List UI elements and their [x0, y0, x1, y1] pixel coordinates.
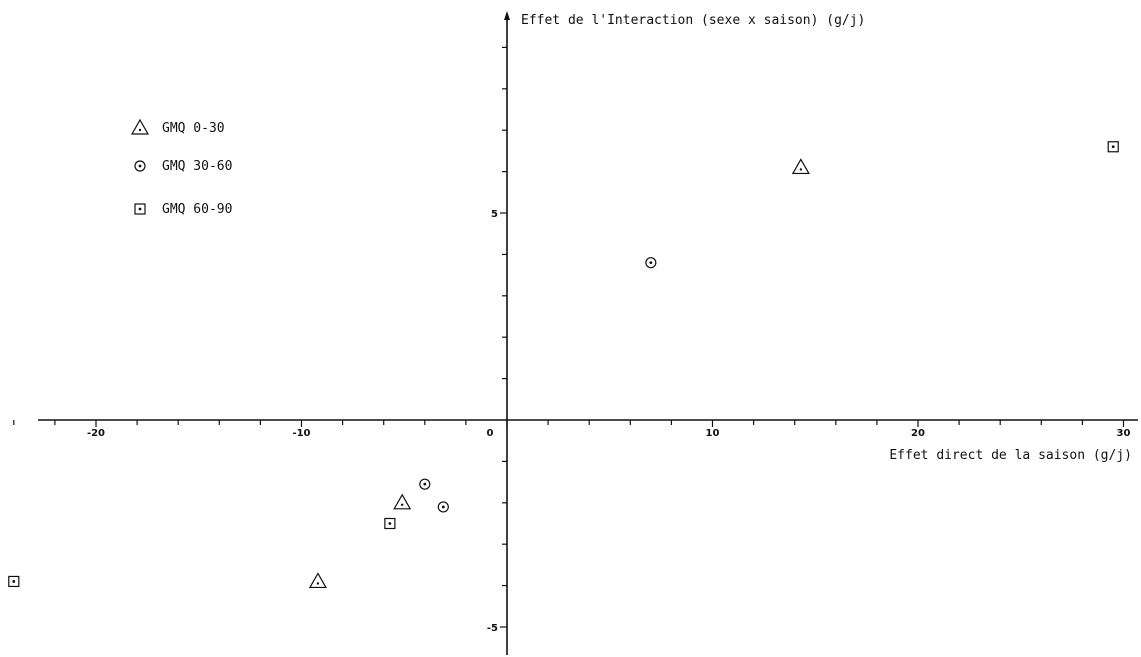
y-axis-title: Effet de l'Interaction (sexe x saison) (…: [521, 13, 865, 28]
ticks: [13, 46, 1125, 628]
x-tick-label: 30: [1117, 428, 1131, 439]
marker-center-dot: [400, 503, 404, 506]
data-point: [791, 158, 810, 175]
x-tick-label: 0: [487, 428, 494, 439]
data-points: [8, 141, 1119, 589]
x-tick-label: 20: [911, 428, 925, 439]
marker-center-dot: [388, 522, 392, 525]
data-point: [419, 478, 431, 490]
triangle-marker: [308, 572, 327, 589]
triangle-marker: [393, 493, 412, 510]
marker-center-dot: [423, 482, 427, 486]
marker-center-dot: [441, 505, 445, 509]
marker-center-dot: [1111, 145, 1115, 149]
legend-item: GMQ 30-60: [134, 159, 232, 174]
data-point: [393, 493, 412, 510]
marker-center-dot: [138, 128, 142, 132]
circle-marker: [419, 478, 431, 490]
data-point: [1107, 141, 1119, 153]
legend-label: GMQ 0-30: [162, 121, 225, 136]
x-tick-label: 10: [706, 428, 720, 439]
legend: GMQ 0-30 GMQ 30-60 GMQ 60-90: [130, 118, 232, 217]
square-marker: [8, 575, 20, 588]
square-marker: [1107, 141, 1119, 153]
data-point: [308, 572, 327, 589]
circle-marker: [437, 501, 449, 513]
tick-labels: -20 -10 0 10 20 30 -5 5: [87, 209, 1131, 634]
data-point: [437, 501, 449, 513]
y-tick-label: -5: [487, 623, 498, 634]
legend-label: GMQ 30-60: [162, 159, 232, 174]
marker-center-dot: [12, 580, 16, 583]
circle-marker: [134, 160, 146, 172]
triangle-marker: [791, 158, 810, 175]
marker-center-dot: [649, 261, 653, 265]
legend-item: GMQ 60-90: [134, 202, 232, 217]
marker-center-dot: [799, 168, 803, 171]
y-axis-arrow: [504, 11, 510, 20]
legend-item: GMQ 0-30: [130, 118, 225, 136]
y-tick-label: 5: [491, 209, 498, 220]
square-marker: [384, 517, 396, 530]
circle-marker: [645, 257, 657, 269]
axes: [38, 11, 1138, 655]
data-point: [645, 257, 657, 269]
square-marker: [134, 203, 146, 215]
x-tick-label: -10: [292, 428, 310, 439]
marker-center-dot: [316, 582, 320, 585]
data-point: [384, 517, 396, 530]
marker-center-dot: [138, 207, 142, 211]
triangle-marker: [130, 118, 150, 135]
x-axis-title: Effet direct de la saison (g/j): [889, 448, 1132, 463]
x-tick-label: -20: [87, 428, 105, 439]
legend-marker: [130, 118, 150, 135]
legend-label: GMQ 60-90: [162, 202, 232, 217]
legend-marker: [134, 160, 146, 172]
data-point: [8, 575, 20, 588]
legend-marker: [134, 203, 146, 215]
marker-center-dot: [138, 164, 142, 168]
